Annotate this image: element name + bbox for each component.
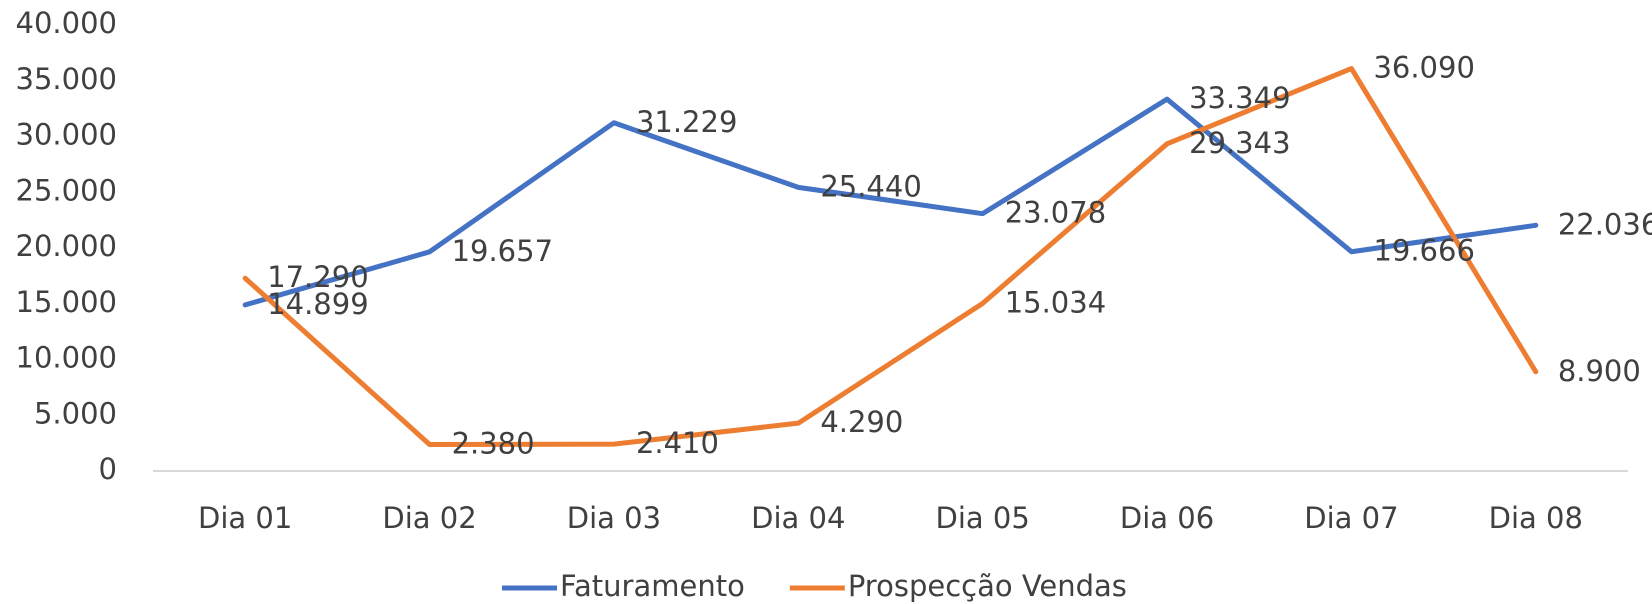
x-tick-label: Dia 03 — [567, 501, 661, 535]
data-label: 23.078 — [1005, 196, 1106, 230]
y-tick-label: 35.000 — [16, 62, 117, 96]
data-label: 25.440 — [820, 169, 921, 203]
y-tick-label: 30.000 — [16, 118, 117, 152]
data-label: 8.900 — [1558, 354, 1641, 388]
legend-label: Prospecção Vendas — [848, 569, 1127, 603]
data-label: 4.290 — [820, 405, 903, 439]
x-tick-label: Dia 05 — [936, 501, 1030, 535]
data-label: 14.899 — [267, 287, 368, 321]
series-line — [242, 66, 1539, 447]
data-label: 19.666 — [1373, 234, 1474, 268]
x-tick-label: Dia 04 — [751, 501, 845, 535]
data-label: 36.090 — [1373, 51, 1474, 85]
data-label: 22.036 — [1558, 207, 1652, 241]
y-tick-label: 10.000 — [16, 341, 117, 375]
x-tick-label: Dia 07 — [1304, 501, 1398, 535]
x-tick-label: Dia 02 — [382, 501, 476, 535]
data-label: 17.290 — [267, 260, 368, 294]
y-tick-label: 20.000 — [16, 229, 117, 263]
y-tick-label: 5.000 — [34, 396, 117, 430]
data-label: 29.343 — [1189, 126, 1290, 160]
y-tick-label: 15.000 — [16, 285, 117, 319]
legend-label: Faturamento — [560, 569, 745, 603]
data-label: 15.034 — [1005, 285, 1106, 319]
data-label: 19.657 — [452, 234, 553, 268]
data-label: 31.229 — [636, 105, 737, 139]
y-tick-label: 0 — [99, 452, 117, 486]
x-tick-label: Dia 08 — [1489, 501, 1583, 535]
x-tick-label: Dia 06 — [1120, 501, 1214, 535]
y-tick-label: 25.000 — [16, 173, 117, 207]
data-label: 2.410 — [636, 426, 719, 460]
data-label: 33.349 — [1189, 81, 1290, 115]
y-tick-label: 40.000 — [16, 6, 117, 40]
data-label: 2.380 — [452, 426, 535, 460]
series-line — [242, 96, 1539, 308]
x-tick-label: Dia 01 — [198, 501, 292, 535]
